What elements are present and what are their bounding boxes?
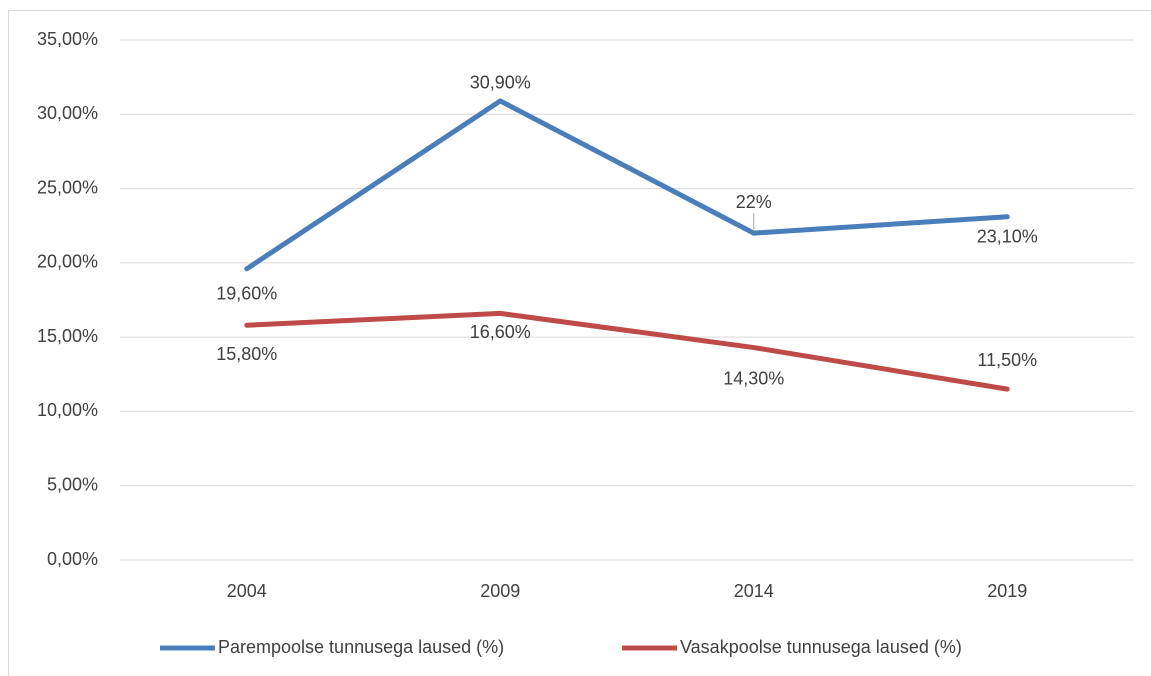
data-label: 23,10% (977, 227, 1038, 247)
y-tick-label: 15,00% (37, 326, 98, 346)
legend-label: Parempoolse tunnusega laused (%) (218, 637, 504, 657)
data-label: 11,50% (977, 350, 1037, 370)
legend-label: Vasakpoolse tunnusega laused (%) (680, 637, 962, 657)
x-tick-label: 2014 (734, 581, 774, 601)
data-label: 22% (736, 192, 772, 212)
data-label: 14,30% (723, 368, 784, 388)
y-tick-label: 25,00% (37, 177, 98, 197)
data-line (244, 310, 1010, 392)
y-tick-label: 35,00% (37, 29, 98, 49)
x-tick-label: 2009 (480, 581, 520, 601)
chart-frame (8, 10, 1151, 676)
data-label: 15,80% (216, 344, 277, 364)
y-tick-label: 10,00% (37, 400, 98, 420)
x-tick-label: 2004 (227, 581, 267, 601)
y-tick-label: 5,00% (47, 474, 98, 494)
y-tick-label: 20,00% (37, 252, 98, 272)
data-label: 16,60% (470, 322, 531, 342)
y-tick-label: 0,00% (47, 549, 98, 569)
x-tick-label: 2019 (987, 581, 1027, 601)
data-label: 30,90% (470, 73, 531, 93)
data-line (244, 98, 1010, 272)
y-tick-label: 30,00% (37, 103, 98, 123)
data-label: 19,60% (216, 284, 277, 304)
